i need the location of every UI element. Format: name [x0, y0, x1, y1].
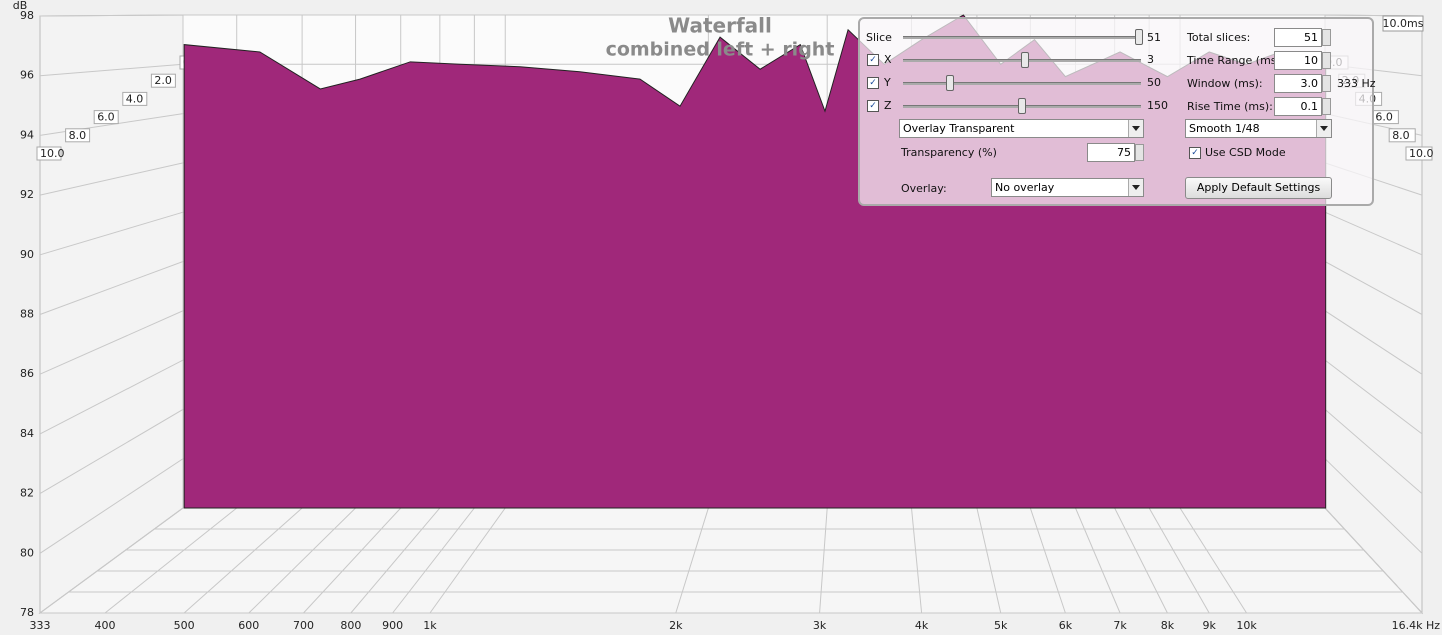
x-tick-label: 16.4k Hz — [1392, 619, 1441, 632]
transparency-value: 75 — [1117, 146, 1131, 159]
z-label-box — [1388, 128, 1416, 143]
y-tick-label: 84 — [20, 427, 34, 440]
overlay-value: No overlay — [995, 181, 1055, 194]
overlay-dropdown[interactable]: No overlay — [991, 178, 1144, 197]
x-tick-label: 4k — [915, 619, 929, 632]
x-tick-label: 2k — [669, 619, 683, 632]
slice-thumb[interactable] — [1135, 29, 1143, 45]
z-tick-label: 2.0 — [154, 74, 172, 87]
z-tick-label: 10.0 — [1409, 147, 1434, 160]
y-tick-label: 78 — [20, 606, 34, 619]
y-tick-label: 96 — [20, 69, 34, 82]
x-tick-label: 600 — [238, 619, 259, 632]
x-tick-label: 3k — [813, 619, 827, 632]
x-tick-label: 6k — [1059, 619, 1073, 632]
slice-slider[interactable] — [903, 36, 1141, 39]
y-slider[interactable] — [903, 82, 1141, 85]
x-value: 3 — [1147, 53, 1154, 66]
mode-value: Overlay Transparent — [903, 122, 1015, 135]
x-tick-label: 500 — [174, 619, 195, 632]
y-tick-label: 82 — [20, 487, 34, 500]
x-tick-label: 400 — [95, 619, 116, 632]
smoothing-value: Smooth 1/48 — [1189, 122, 1260, 135]
csd-checkbox[interactable]: ✓ — [1189, 147, 1201, 159]
chart-subtitle: combined left + right — [606, 39, 835, 61]
y-tick-label: 94 — [20, 128, 34, 141]
x-tick-label: 800 — [340, 619, 361, 632]
y-tick-label: 80 — [20, 546, 34, 559]
rise-time-label: Rise Time (ms): — [1187, 100, 1273, 113]
z-tick-label: 6.0 — [1375, 111, 1393, 124]
y-checkbox[interactable]: ✓ — [867, 77, 879, 89]
x-tick-label: 10k — [1236, 619, 1257, 632]
apply-default-button[interactable]: Apply Default Settings — [1185, 177, 1332, 199]
x-tick-label: 9k — [1203, 619, 1217, 632]
y-grid-line — [39, 14, 1423, 17]
y-axis-label: dB — [13, 0, 28, 12]
z-label-box — [65, 128, 91, 143]
rise-time-value: 0.1 — [1300, 100, 1319, 113]
x-tick-label: 7k — [1113, 619, 1127, 632]
z-label: Z — [884, 99, 892, 112]
z-label-box — [1405, 146, 1433, 161]
x-tick-label: 900 — [382, 619, 403, 632]
z-tick-label: 4.0 — [126, 92, 144, 105]
x-tick-label: 8k — [1161, 619, 1175, 632]
y-tick-label: 92 — [20, 188, 34, 201]
y-value: 50 — [1147, 76, 1161, 89]
window-value: 3.0 — [1300, 77, 1319, 90]
overlay-label: Overlay: — [901, 182, 947, 195]
z-tick-label: 8.0 — [69, 129, 87, 142]
x-thumb[interactable] — [1021, 52, 1029, 68]
time-range-value: 10 — [1304, 54, 1318, 67]
x-checkbox[interactable]: ✓ — [867, 54, 879, 66]
rise-time-input[interactable]: 0.1 — [1274, 97, 1331, 116]
y-thumb[interactable] — [946, 75, 954, 91]
x-tick-label: 333 — [30, 619, 51, 632]
smoothing-dropdown[interactable]: Smooth 1/48 — [1185, 119, 1332, 138]
x-label: X — [884, 53, 892, 66]
y-label: Y — [884, 76, 891, 89]
window-input[interactable]: 3.0 — [1274, 74, 1331, 93]
window-label: Window (ms): — [1187, 77, 1263, 90]
z-value: 150 — [1147, 99, 1168, 112]
z-label-box — [150, 73, 176, 88]
transparency-input[interactable]: 75 — [1087, 143, 1144, 162]
time-range-input[interactable]: 10 — [1274, 51, 1331, 70]
slice-label: Slice — [866, 31, 892, 44]
x-tick-label: 700 — [293, 619, 314, 632]
x-tick-label: 1k — [423, 619, 437, 632]
z-tick-label: 10.0 — [40, 147, 65, 160]
transparency-label: Transparency (%) — [901, 146, 997, 159]
z-label-box — [36, 146, 62, 161]
y-tick-label: 90 — [20, 248, 34, 261]
total-slices-input[interactable]: 51 — [1274, 28, 1331, 47]
slice-value: 51 — [1147, 31, 1161, 44]
mode-dropdown[interactable]: Overlay Transparent — [899, 119, 1144, 138]
floor — [38, 507, 1424, 614]
z-label-box — [93, 110, 119, 125]
total-slices-value: 51 — [1304, 31, 1318, 44]
y-tick-label: 86 — [20, 367, 34, 380]
x-tick-label: 5k — [994, 619, 1008, 632]
z-tick-label: 8.0 — [1392, 129, 1410, 142]
z-checkbox[interactable]: ✓ — [867, 100, 879, 112]
z-tick-label: 6.0 — [97, 111, 115, 124]
apply-default-label: Apply Default Settings — [1196, 181, 1321, 194]
time-label: 10.0ms — [1383, 17, 1424, 30]
window-frequency: 333 Hz — [1337, 77, 1376, 90]
csd-label: Use CSD Mode — [1205, 146, 1286, 159]
z-label-box — [122, 91, 148, 106]
z-thumb[interactable] — [1018, 98, 1026, 114]
time-label-box — [1382, 15, 1424, 32]
total-slices-label: Total slices: — [1187, 31, 1251, 44]
y-tick-label: 98 — [20, 9, 34, 22]
chart-title: Waterfall — [668, 14, 772, 38]
time-range-label: Time Range (ms): — [1187, 54, 1285, 67]
y-tick-label: 88 — [20, 308, 34, 321]
